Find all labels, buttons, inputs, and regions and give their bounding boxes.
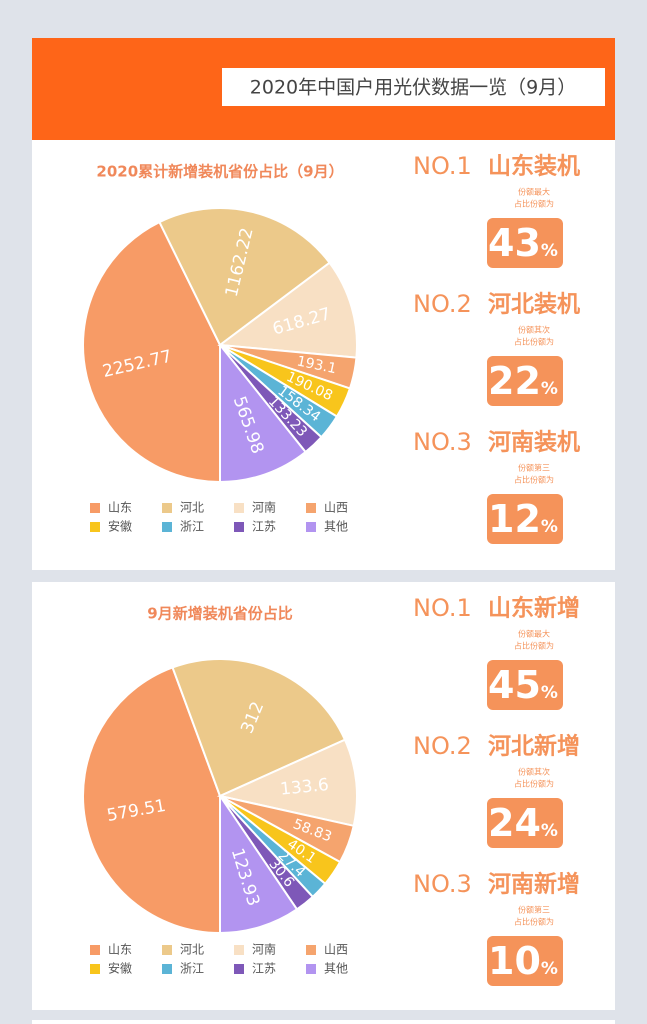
rank-number: NO.2 xyxy=(413,290,472,318)
share-number: 12 xyxy=(488,497,541,541)
legend-label: 河北 xyxy=(180,501,204,515)
share-number: 22 xyxy=(488,359,541,403)
legend-label: 其他 xyxy=(324,520,348,534)
legend-swatch xyxy=(306,945,316,955)
share-value: 12% xyxy=(488,497,558,541)
rank-number: NO.3 xyxy=(413,428,472,456)
legend-label: 山西 xyxy=(324,501,348,515)
rank-number: NO.1 xyxy=(413,152,472,180)
share-box xyxy=(487,218,563,268)
share-number: 10 xyxy=(488,939,541,983)
legend-label: 河南 xyxy=(252,942,276,957)
share-box xyxy=(487,660,563,710)
legend-swatch xyxy=(234,522,244,532)
rank-name: 河南新增 xyxy=(488,871,580,898)
rank-note: 份额第三 xyxy=(518,905,550,915)
rank-name: 河南装机 xyxy=(488,430,580,456)
share-value: 43% xyxy=(488,221,558,265)
pie-slice xyxy=(82,220,221,484)
rank-number: NO.1 xyxy=(413,594,472,622)
share-box xyxy=(487,356,563,406)
legend-label: 山东 xyxy=(108,501,132,515)
legend-swatch xyxy=(90,964,100,974)
legend-swatch xyxy=(234,503,244,513)
pie-slice xyxy=(82,666,221,935)
legend-label: 河北 xyxy=(180,943,204,957)
share-value: 45% xyxy=(488,663,558,707)
rank-note: 份额最大 xyxy=(518,187,550,197)
legend-swatch xyxy=(90,503,100,513)
legend-swatch xyxy=(162,522,172,532)
share-value: 22% xyxy=(488,359,558,403)
share-number: 24 xyxy=(488,801,541,845)
legend-swatch xyxy=(162,945,172,955)
rank-number: NO.2 xyxy=(413,732,472,760)
legend-label: 安徽 xyxy=(108,961,132,976)
share-value: 10% xyxy=(488,939,558,983)
rank-note: 占比份额为 xyxy=(514,917,554,927)
header-title: 2020年中国户用光伏数据一览（9月） xyxy=(250,77,576,99)
share-box xyxy=(487,494,563,544)
chart-title: 2020累计新增装机省份占比（9月） xyxy=(96,163,343,181)
legend-label: 山西 xyxy=(324,943,348,957)
legend-swatch xyxy=(90,945,100,955)
rank-name: 河北装机 xyxy=(488,292,580,318)
rank-number: NO.3 xyxy=(413,870,472,898)
share-unit: % xyxy=(541,683,558,703)
pie-slice xyxy=(171,658,347,798)
legend-swatch xyxy=(234,945,244,955)
rank-note: 占比份额为 xyxy=(514,337,554,347)
rank-note: 份额其次 xyxy=(518,767,550,777)
legend-swatch xyxy=(306,522,316,532)
share-value: 24% xyxy=(488,801,558,845)
legend-label: 江苏 xyxy=(252,962,276,976)
legend-swatch xyxy=(234,964,244,974)
rank-note: 份额第三 xyxy=(518,463,550,473)
card xyxy=(32,1020,615,1024)
rank-note: 占比份额为 xyxy=(514,199,554,209)
share-box xyxy=(487,798,563,848)
header-title-box xyxy=(222,68,605,106)
rank-note: 份额最大 xyxy=(518,629,550,639)
pie-slice xyxy=(216,738,358,828)
legend-swatch xyxy=(162,964,172,974)
share-unit: % xyxy=(541,959,558,979)
pie-slice xyxy=(219,342,307,484)
legend-label: 江苏 xyxy=(252,520,276,534)
chart-title: 9月新增装机省份占比 xyxy=(147,605,292,623)
share-number: 43 xyxy=(488,221,541,265)
legend-swatch xyxy=(306,964,316,974)
rank-note: 占比份额为 xyxy=(514,779,554,789)
pie-slice xyxy=(158,207,331,347)
pie-slice xyxy=(217,261,358,359)
legend-label: 浙江 xyxy=(180,520,204,534)
share-number: 45 xyxy=(488,663,541,707)
rank-name: 山东装机 xyxy=(488,153,580,180)
rank-name: 山东新增 xyxy=(488,595,580,622)
legend-label: 山东 xyxy=(108,943,132,957)
legend-swatch xyxy=(90,522,100,532)
legend-swatch xyxy=(162,503,172,513)
rank-note: 占比份额为 xyxy=(514,475,554,485)
pie-slice xyxy=(219,792,299,935)
legend-label: 河南 xyxy=(252,500,276,515)
legend-label: 安徽 xyxy=(108,519,132,534)
rank-note: 占比份额为 xyxy=(514,641,554,651)
share-unit: % xyxy=(541,517,558,537)
rank-note: 份额其次 xyxy=(518,325,550,335)
share-box xyxy=(487,936,563,986)
share-unit: % xyxy=(541,241,558,261)
legend-swatch xyxy=(306,503,316,513)
share-unit: % xyxy=(541,379,558,399)
share-unit: % xyxy=(541,821,558,841)
data-label: 133.6 xyxy=(279,775,329,800)
legend-label: 其他 xyxy=(324,962,348,976)
rank-name: 河北新增 xyxy=(488,733,580,760)
legend-label: 浙江 xyxy=(180,962,204,976)
